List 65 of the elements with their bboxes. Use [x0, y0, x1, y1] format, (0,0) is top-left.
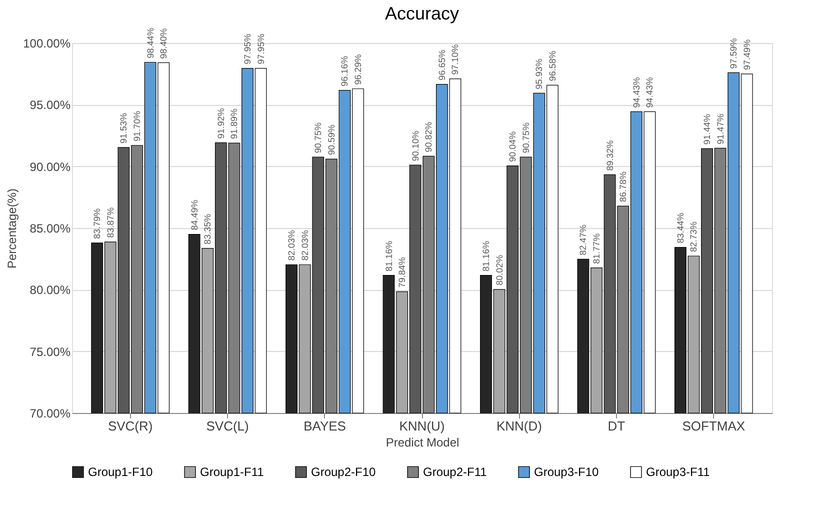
chart-title: Accuracy: [384, 4, 460, 24]
data-label: 97.10%: [450, 44, 460, 75]
y-tick-label: 100.00%: [23, 36, 71, 50]
data-label: 83.44%: [675, 212, 686, 244]
legend-label: Group1-F10: [88, 465, 154, 480]
x-tick-label: BAYES: [304, 418, 346, 434]
y-tick-label: 90.00%: [30, 160, 71, 174]
data-label: 89.32%: [604, 140, 615, 171]
data-label: 84.49%: [189, 200, 200, 230]
legend-label: Group2-F11: [423, 465, 488, 480]
data-label: 97.59%: [728, 38, 739, 69]
y-tick-label: 70.00%: [30, 406, 71, 420]
data-label: 91.70%: [132, 110, 142, 142]
y-tick-label: 95.00%: [30, 98, 71, 112]
data-label: 98.44%: [145, 28, 156, 58]
data-label: 82.47%: [578, 224, 588, 256]
y-tick-label: 85.00%: [30, 222, 71, 236]
x-tick-label: SVC(L): [206, 418, 249, 434]
legend-label: Group3-F10: [534, 465, 600, 480]
data-label: 91.44%: [702, 114, 712, 145]
x-tick-label: SOFTMAX: [682, 418, 746, 434]
data-label: 81.16%: [384, 240, 394, 272]
legend-label: Group3-F11: [646, 465, 710, 480]
data-label: 97.95%: [256, 34, 266, 64]
data-label: 81.16%: [480, 240, 491, 272]
data-label: 94.43%: [644, 77, 655, 108]
x-axis-title: Predict Model: [386, 436, 460, 450]
data-label: 91.53%: [118, 112, 129, 144]
data-label: 94.43%: [631, 77, 642, 108]
x-tick-label: KNN(U): [399, 418, 445, 434]
data-label: 90.82%: [424, 122, 434, 152]
data-label: 96.16%: [340, 56, 350, 86]
data-label: 83.87%: [105, 207, 116, 238]
data-label: 97.49%: [742, 39, 752, 70]
data-label: 82.73%: [688, 221, 699, 252]
data-label: 96.29%: [353, 54, 364, 85]
y-tick-label: 80.00%: [30, 283, 71, 298]
data-label: 90.59%: [326, 124, 336, 156]
data-label: 91.47%: [715, 114, 726, 144]
data-label: 80.02%: [494, 254, 504, 286]
data-label: 95.93%: [534, 58, 544, 90]
data-label: 90.75%: [313, 122, 324, 154]
data-label: 90.04%: [508, 131, 518, 162]
data-label: 96.58%: [547, 50, 558, 82]
y-tick-label: 75.00%: [30, 344, 71, 359]
data-label: 81.77%: [592, 233, 602, 264]
data-label: 86.78%: [618, 172, 628, 202]
x-tick-label: SVC(R): [108, 418, 153, 434]
data-label: 82.03%: [286, 230, 297, 261]
data-label: 82.03%: [300, 230, 310, 261]
x-tick-label: KNN(D): [496, 418, 542, 434]
data-label: 96.65%: [436, 50, 447, 80]
data-label: 90.10%: [410, 130, 420, 162]
data-label: 83.79%: [92, 208, 102, 239]
data-label: 97.95%: [242, 34, 252, 64]
data-label: 91.89%: [229, 108, 240, 140]
legend-label: Group1-F11: [200, 465, 264, 480]
data-label: 79.84%: [397, 257, 408, 288]
data-label: 98.40%: [158, 28, 169, 59]
legend-label: Group2-F10: [311, 465, 376, 480]
data-label: 91.92%: [216, 108, 226, 139]
data-label: 83.35%: [202, 214, 213, 244]
y-axis-title: Percentage(%): [5, 188, 20, 269]
data-label: 90.75%: [520, 122, 531, 154]
x-tick-label: DT: [608, 418, 626, 434]
